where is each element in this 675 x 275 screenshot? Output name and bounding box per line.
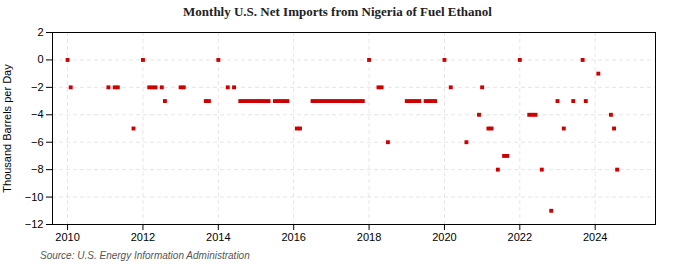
svg-text:2024: 2024	[583, 231, 607, 243]
svg-text:2020: 2020	[432, 231, 456, 243]
svg-text:2: 2	[37, 26, 43, 38]
svg-text:−12: −12	[25, 218, 44, 230]
svg-text:2022: 2022	[508, 231, 532, 243]
html-text:Source: U.S. Energy Informatio: Source: U.S. Energy Information Administ…	[40, 250, 250, 261]
html-text:Monthly U.S. Net Imports from: Monthly U.S. Net Imports from Nigeria of…	[183, 4, 492, 19]
svg-text:−6: −6	[31, 136, 44, 148]
svg-text:−2: −2	[31, 81, 44, 93]
svg-text:Thousand Barrels per Day: Thousand Barrels per Day	[1, 64, 13, 193]
svg-text:2018: 2018	[357, 231, 381, 243]
svg-text:2012: 2012	[131, 231, 155, 243]
svg-text:−10: −10	[25, 191, 44, 203]
svg-text:0: 0	[37, 53, 43, 65]
svg-text:2014: 2014	[206, 231, 230, 243]
svg-text:−8: −8	[31, 163, 44, 175]
svg-text:2010: 2010	[55, 231, 79, 243]
svg-text:−4: −4	[31, 108, 44, 120]
svg-text:2016: 2016	[281, 231, 305, 243]
